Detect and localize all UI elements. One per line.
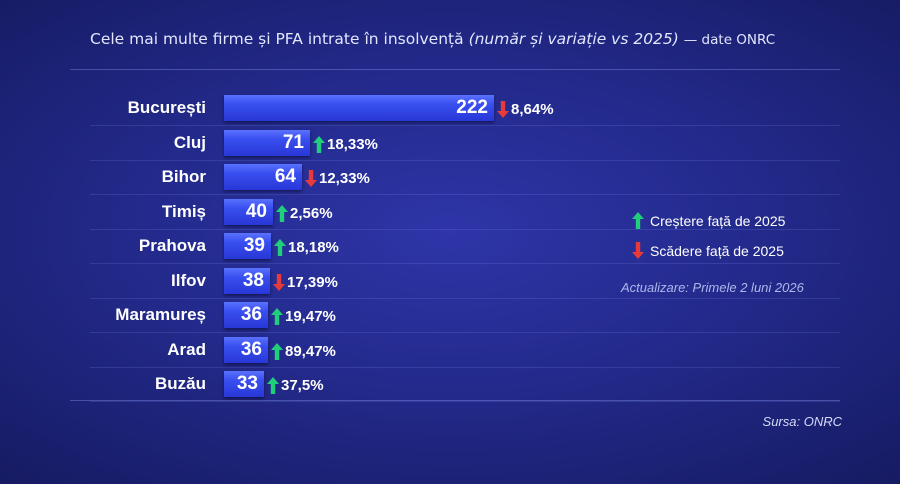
arrow-down-icon: [305, 170, 317, 187]
category-label: Maramureș: [115, 305, 206, 324]
category-label: Timiș: [161, 202, 206, 221]
change-percent: 17,39%: [287, 274, 338, 291]
arrow-up-icon: [274, 239, 286, 256]
arrow-up-icon: [276, 205, 288, 222]
arrow-up-icon: [271, 343, 283, 360]
change-percent: 8,64%: [511, 101, 554, 118]
category-label: Cluj: [173, 133, 206, 152]
bar: 33: [224, 371, 264, 397]
title-source-note: — date ONRC: [683, 32, 776, 48]
bar: 38: [224, 268, 270, 294]
arrow-down-icon: [497, 101, 509, 118]
bar: 39: [224, 233, 271, 259]
bar-value-label: 40: [245, 201, 267, 222]
change-percent: 37,5%: [281, 377, 324, 394]
arrow-up-icon: [632, 212, 644, 229]
row-divider: [90, 125, 840, 126]
bar-value-label: 39: [243, 235, 265, 256]
category-label: Ilfov: [171, 271, 206, 290]
bar: 36: [224, 337, 268, 363]
bar: 36: [224, 302, 268, 328]
chart-title: Cele mai multe firme și PFA intrate în i…: [90, 30, 870, 48]
row-divider: [90, 263, 840, 264]
change-indicator: 17,39%: [273, 272, 338, 292]
bottom-divider: [70, 400, 840, 401]
bar: 222: [224, 95, 494, 121]
change-indicator: 37,5%: [267, 375, 324, 395]
title-main: Cele mai multe firme și PFA intrate în i…: [90, 30, 464, 48]
change-indicator: 89,47%: [271, 341, 336, 361]
change-indicator: 8,64%: [497, 99, 554, 119]
legend-down-label: Scădere față de 2025: [650, 242, 784, 259]
bar: 40: [224, 199, 273, 225]
change-indicator: 18,33%: [313, 134, 378, 154]
change-indicator: 18,18%: [274, 237, 339, 257]
source-note: Sursa: ONRC: [762, 414, 842, 429]
bar-value-label: 71: [282, 132, 304, 153]
category-label: București: [127, 98, 206, 117]
row-divider: [90, 194, 840, 195]
bar-value-label: 33: [236, 373, 258, 394]
bar-value-label: 64: [274, 166, 296, 187]
row-divider: [90, 229, 840, 230]
change-percent: 18,18%: [288, 239, 339, 256]
change-indicator: 2,56%: [276, 203, 333, 223]
top-divider: [70, 69, 840, 70]
row-divider: [90, 367, 840, 368]
change-percent: 12,33%: [319, 170, 370, 187]
change-indicator: 19,47%: [271, 306, 336, 326]
row-divider: [90, 298, 840, 299]
update-note: Actualizare: Primele 2 luni 2026: [621, 280, 804, 295]
arrow-down-icon: [273, 274, 285, 291]
arrow-up-icon: [271, 308, 283, 325]
change-percent: 89,47%: [285, 343, 336, 360]
legend-down: Scădere față de 2025: [632, 240, 784, 259]
bar: 71: [224, 130, 310, 156]
legend-up: Creștere față de 2025: [632, 210, 785, 229]
bar-value-label: 222: [456, 97, 488, 118]
arrow-down-icon: [632, 242, 644, 259]
bar-value-label: 36: [240, 339, 262, 360]
row-divider: [90, 401, 840, 402]
category-label: Bihor: [161, 167, 206, 186]
change-percent: 2,56%: [290, 205, 333, 222]
category-label: Prahova: [138, 236, 206, 255]
change-indicator: 12,33%: [305, 168, 370, 188]
row-divider: [90, 332, 840, 333]
category-label: Buzău: [155, 374, 206, 393]
bar-value-label: 38: [242, 270, 264, 291]
bar: 64: [224, 164, 302, 190]
bar-value-label: 36: [240, 304, 262, 325]
arrow-up-icon: [313, 136, 325, 153]
row-divider: [90, 160, 840, 161]
change-percent: 18,33%: [327, 136, 378, 153]
arrow-up-icon: [267, 377, 279, 394]
category-label: Arad: [167, 340, 206, 359]
title-paren: (număr și variație vs 2025): [468, 30, 679, 48]
legend-up-label: Creștere față de 2025: [650, 212, 786, 229]
change-percent: 19,47%: [285, 308, 336, 325]
